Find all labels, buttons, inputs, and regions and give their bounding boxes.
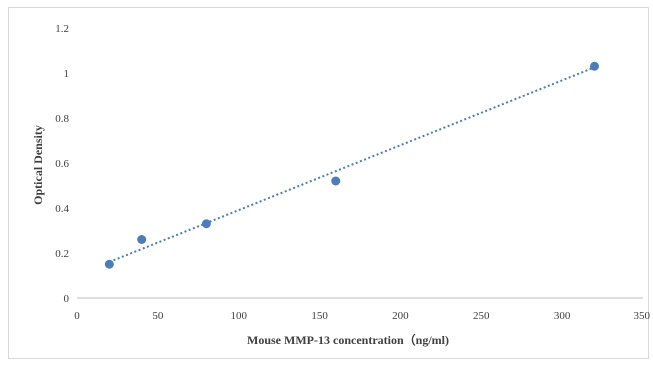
x-tick-label: 150 [311, 310, 328, 322]
x-tick-label: 0 [74, 310, 80, 322]
y-tick-label: 0.4 [55, 203, 69, 215]
data-point [589, 61, 599, 71]
y-axis-ticks: 0 0.2 0.4 0.6 0.8 1 1.2 [55, 23, 69, 305]
y-axis-title: Optical Density [31, 125, 45, 205]
data-point [201, 219, 211, 229]
x-tick-label: 250 [473, 310, 490, 322]
x-tick-label: 350 [634, 310, 651, 322]
x-tick-label: 100 [230, 310, 247, 322]
y-tick-label: 0.8 [55, 113, 69, 125]
data-point [137, 235, 147, 244]
y-tick-label: 1.2 [55, 23, 69, 35]
y-tick-label: 1 [64, 68, 70, 80]
chart-frame [8, 7, 649, 359]
y-tick-label: 0 [64, 293, 70, 305]
trendline [108, 66, 595, 263]
y-tick-label: 0.6 [55, 158, 69, 170]
x-tick-label: 50 [152, 310, 164, 322]
x-axis-ticks: 0 50 100 150 200 250 300 350 [74, 310, 650, 322]
y-tick-label: 0.2 [55, 248, 69, 260]
data-point [331, 176, 341, 186]
x-tick-label: 200 [392, 310, 409, 322]
data-points [104, 61, 599, 269]
data-point [104, 259, 114, 269]
x-tick-label: 300 [554, 310, 571, 322]
x-axis-title: Mouse MMP-13 concentration（ng/ml) [247, 332, 449, 347]
